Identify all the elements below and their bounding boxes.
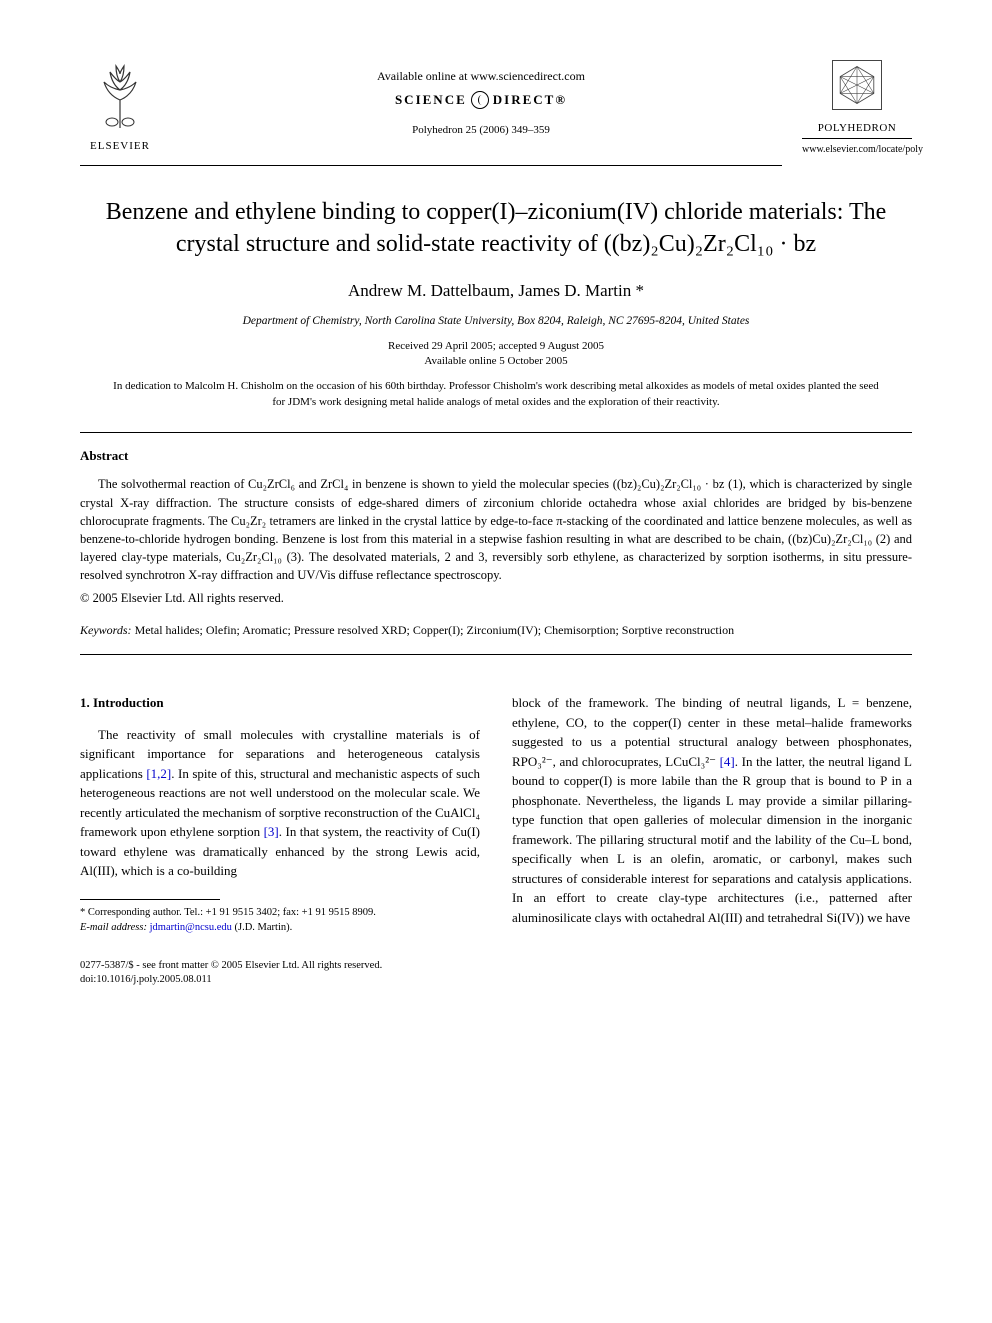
elsevier-tree-icon bbox=[90, 60, 150, 130]
elsevier-label: ELSEVIER bbox=[80, 139, 160, 154]
journal-header: ELSEVIER Available online at www.science… bbox=[80, 60, 912, 157]
footer-meta: 0277-5387/$ - see front matter © 2005 El… bbox=[80, 959, 480, 986]
abstract-body: The solvothermal reaction of Cu₂ZrCl₆ an… bbox=[80, 475, 912, 584]
sciencedirect-logo: SCIENCE DIRECT® bbox=[395, 91, 567, 109]
column-right: block of the framework. The binding of n… bbox=[512, 693, 912, 986]
intro-para-left: The reactivity of small molecules with c… bbox=[80, 725, 480, 881]
sd-text-left: SCIENCE bbox=[395, 91, 467, 109]
ref-link-12[interactable]: [1,2] bbox=[146, 766, 171, 781]
abstract-heading: Abstract bbox=[80, 447, 912, 465]
polyhedron-icon bbox=[832, 60, 882, 110]
article-title: Benzene and ethylene binding to copper(I… bbox=[100, 196, 892, 261]
article-dates: Received 29 April 2005; accepted 9 Augus… bbox=[80, 339, 912, 370]
intro-heading: 1. Introduction bbox=[80, 693, 480, 713]
body-columns: 1. Introduction The reactivity of small … bbox=[80, 693, 912, 986]
affiliation: Department of Chemistry, North Carolina … bbox=[80, 313, 912, 329]
issn-line: 0277-5387/$ - see front matter © 2005 El… bbox=[80, 959, 480, 973]
journal-reference: Polyhedron 25 (2006) 349–359 bbox=[160, 123, 802, 138]
sd-text-right: DIRECT® bbox=[493, 91, 567, 109]
elsevier-logo: ELSEVIER bbox=[80, 60, 160, 154]
intro-text-2b: . In the latter, the neutral ligand L bo… bbox=[512, 754, 912, 925]
keywords-line: Keywords: Metal halides; Olefin; Aromati… bbox=[80, 622, 912, 639]
journal-name: POLYHEDRON bbox=[802, 121, 912, 136]
journal-url: www.elsevier.com/locate/poly bbox=[802, 143, 912, 157]
ref-link-3[interactable]: [3] bbox=[264, 824, 279, 839]
date-received: Received 29 April 2005; accepted 9 Augus… bbox=[80, 339, 912, 354]
dedication: In dedication to Malcolm H. Chisholm on … bbox=[110, 379, 882, 410]
footnote-corresp: * Corresponding author. Tel.: +1 91 9515… bbox=[80, 906, 480, 921]
authors: Andrew M. Dattelbaum, James D. Martin * bbox=[80, 279, 912, 303]
doi-line: doi:10.1016/j.poly.2005.08.011 bbox=[80, 973, 480, 987]
abstract-copyright: © 2005 Elsevier Ltd. All rights reserved… bbox=[80, 590, 912, 608]
footnote-email[interactable]: jdmartin@ncsu.edu bbox=[150, 922, 232, 933]
column-left: 1. Introduction The reactivity of small … bbox=[80, 693, 480, 986]
ref-link-4[interactable]: [4] bbox=[720, 754, 735, 769]
abstract-text: The solvothermal reaction of Cu₂ZrCl₆ an… bbox=[80, 475, 912, 584]
footnote-email-label: E-mail address: bbox=[80, 922, 147, 933]
intro-para-right: block of the framework. The binding of n… bbox=[512, 693, 912, 927]
corresponding-author-footnote: * Corresponding author. Tel.: +1 91 9515… bbox=[80, 906, 480, 935]
keywords-label: Keywords: bbox=[80, 623, 132, 637]
journal-logo-block: POLYHEDRON www.elsevier.com/locate/poly bbox=[802, 60, 912, 157]
keywords-list: Metal halides; Olefin; Aromatic; Pressur… bbox=[135, 623, 735, 637]
available-online-text: Available online at www.sciencedirect.co… bbox=[160, 68, 802, 85]
footnote-email-suffix: (J.D. Martin). bbox=[235, 922, 293, 933]
date-online: Available online 5 October 2005 bbox=[80, 354, 912, 369]
header-center: Available online at www.sciencedirect.co… bbox=[160, 60, 802, 138]
sd-swirl-icon bbox=[471, 91, 489, 109]
